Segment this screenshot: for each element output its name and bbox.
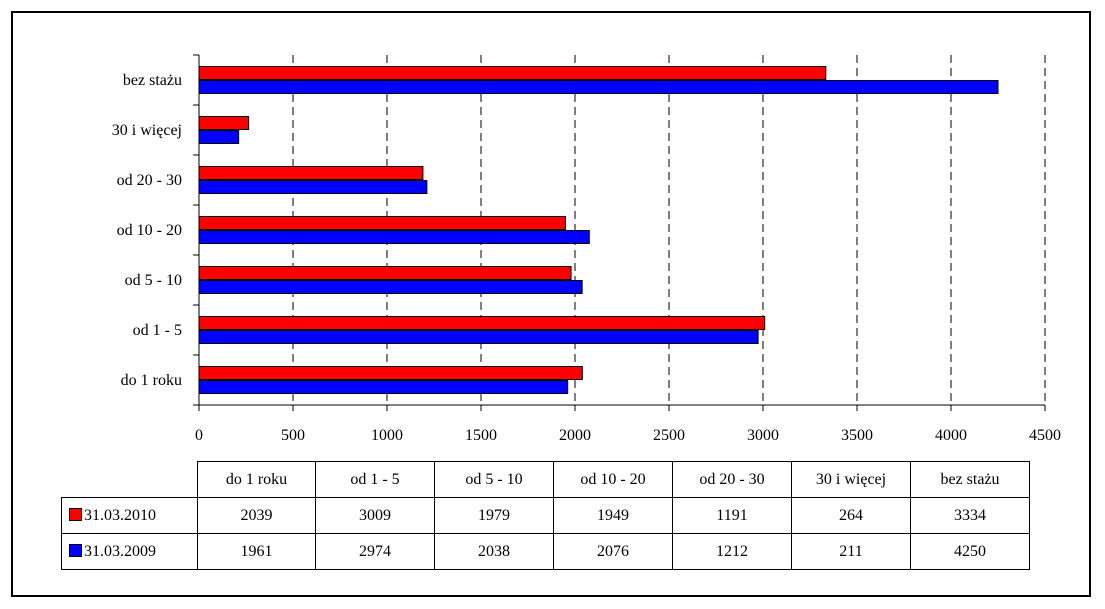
bar	[198, 280, 583, 294]
data-table: do 1 roku od 1 - 5 od 5 - 10 od 10 - 20 …	[61, 461, 1030, 570]
data-table-header-cell: od 1 - 5	[315, 461, 435, 498]
bar	[198, 130, 240, 144]
data-table-cell: 1212	[672, 533, 792, 570]
data-table-header-cell: od 20 - 30	[672, 461, 792, 498]
category-label: do 1 roku	[121, 372, 182, 389]
data-table-cell: 3009	[315, 497, 435, 534]
data-table-cell: 3334	[910, 497, 1030, 534]
bar	[198, 116, 250, 130]
bar	[198, 330, 759, 344]
bar	[198, 266, 572, 280]
data-table-header-cell: bez stażu	[910, 461, 1030, 498]
x-tick-label: 3500	[841, 427, 873, 444]
x-tick-label: 0	[195, 427, 203, 444]
bar	[198, 180, 428, 194]
x-tick-label: 1500	[465, 427, 497, 444]
bar	[198, 230, 590, 244]
category-label: od 20 - 30	[117, 172, 182, 189]
bar	[198, 166, 424, 180]
data-table-header-cell: do 1 roku	[197, 461, 316, 498]
category-label: od 5 - 10	[125, 272, 182, 289]
bar	[198, 66, 827, 80]
data-table-row: 31.03.2009 1961 2974 2038 2076 1212 211 …	[61, 533, 1030, 570]
category-label: 30 i więcej	[112, 122, 182, 139]
bar	[198, 216, 566, 230]
data-table-header-row: do 1 roku od 1 - 5 od 5 - 10 od 10 - 20 …	[62, 461, 1030, 498]
bar	[198, 380, 569, 394]
x-tick-label: 4000	[935, 427, 967, 444]
data-table-cell: 264	[791, 497, 911, 534]
data-table-header-cell: od 5 - 10	[434, 461, 554, 498]
data-table-cell: 4250	[910, 533, 1030, 570]
bar	[198, 316, 766, 330]
data-table-header-cell: 30 i więcej	[791, 461, 911, 498]
x-tick-label: 2500	[653, 427, 685, 444]
legend-entry: 31.03.2009	[61, 533, 198, 570]
data-table-cell: 1949	[553, 497, 673, 534]
data-table-corner	[62, 462, 198, 498]
data-table-cell: 1961	[197, 533, 316, 570]
data-table-header-cell: od 10 - 20	[553, 461, 673, 498]
x-tick-label: 4500	[1029, 427, 1061, 444]
x-tick-label: 1000	[371, 427, 403, 444]
data-table-cell: 1191	[672, 497, 792, 534]
series-name: 31.03.2010	[84, 506, 156, 524]
data-table-row: 31.03.2010 2039 3009 1979 1949 1191 264 …	[61, 497, 1030, 534]
legend-swatch	[69, 543, 82, 557]
series-name: 31.03.2009	[84, 542, 156, 560]
category-label: bez stażu	[123, 72, 182, 89]
data-table-cell: 1979	[434, 497, 554, 534]
x-tick-label: 500	[281, 427, 305, 444]
data-table-cell: 2076	[553, 533, 673, 570]
x-tick-label: 3000	[747, 427, 779, 444]
bar	[198, 80, 999, 94]
data-table-cell: 2039	[197, 497, 316, 534]
category-label: od 1 - 5	[133, 322, 182, 339]
bar	[198, 366, 583, 380]
category-label: od 10 - 20	[117, 222, 182, 239]
data-table-cell: 2038	[434, 533, 554, 570]
data-table-cell: 211	[791, 533, 911, 570]
legend-entry: 31.03.2010	[61, 497, 198, 534]
data-table-cell: 2974	[315, 533, 435, 570]
legend-swatch	[69, 507, 82, 521]
x-tick-label: 2000	[559, 427, 591, 444]
